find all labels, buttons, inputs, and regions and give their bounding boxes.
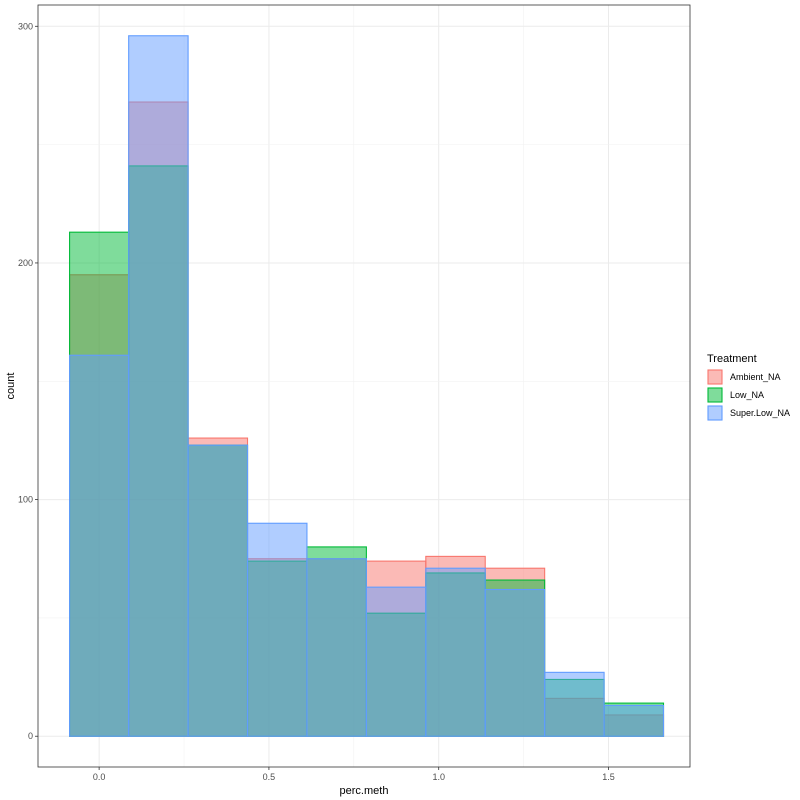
y-tick-label: 200 <box>18 258 33 268</box>
histogram-bar <box>246 522 308 737</box>
legend-label: Ambient_NA <box>730 372 781 382</box>
histogram-bar <box>544 671 605 737</box>
histogram-bar <box>187 444 249 737</box>
legend: Treatment Ambient_NA Low_NA Super.Low_NA <box>707 353 790 421</box>
bars <box>69 35 665 737</box>
series-super-low-na <box>69 35 665 737</box>
axes: 0.0 0.5 1.0 1.5 0 100 200 300 <box>18 21 615 782</box>
x-tick-label: 1.0 <box>432 772 445 782</box>
legend-key <box>707 405 723 421</box>
y-tick-label: 0 <box>28 731 33 741</box>
y-tick-label: 300 <box>18 21 33 31</box>
x-tick-label: 1.5 <box>602 772 615 782</box>
legend-title: Treatment <box>707 353 757 365</box>
histogram-bar <box>603 704 665 737</box>
legend-key <box>707 387 723 403</box>
y-tick-label: 100 <box>18 495 33 505</box>
histogram-bar <box>484 588 546 737</box>
x-tick-label: 0.0 <box>93 772 106 782</box>
histogram-bar <box>69 354 130 737</box>
histogram-bar <box>425 567 486 737</box>
histogram-bar <box>128 35 189 737</box>
histogram-bar <box>365 586 427 737</box>
legend-label: Super.Low_NA <box>730 408 790 418</box>
plot-panel-border <box>37 4 691 768</box>
legend-key <box>707 369 723 385</box>
histogram-bar <box>306 558 367 737</box>
x-axis-title: perc.meth <box>340 785 389 797</box>
y-axis-title: count <box>5 373 17 400</box>
x-tick-label: 0.5 <box>263 772 276 782</box>
legend-label: Low_NA <box>730 390 764 400</box>
